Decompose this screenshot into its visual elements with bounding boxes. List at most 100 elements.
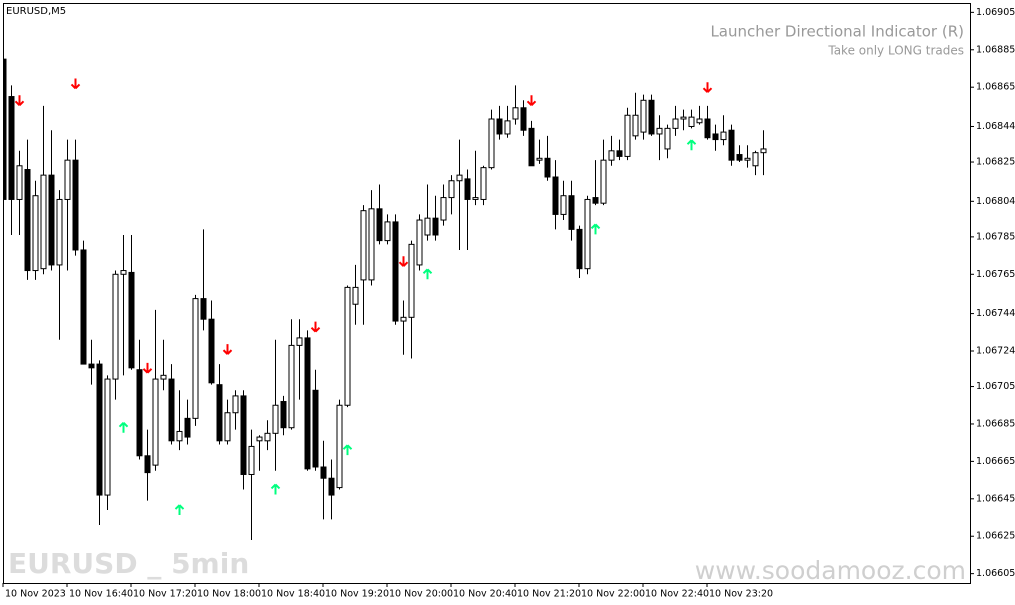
candle-body [192,298,199,419]
candle-body [416,219,423,266]
candle-body [272,404,279,434]
candle-body [296,337,303,346]
indicator-title: Launcher Directional Indicator (R) [710,23,964,41]
candle-body [520,107,527,131]
watermark-left: EURUSD _ 5min [8,547,249,580]
buy-arrow [686,139,697,151]
candle-body [48,174,55,266]
candle-body [608,150,615,161]
candle-body [672,118,679,129]
candle-body [584,198,591,270]
x-tick-label: 10 Nov 20:40 [453,589,517,600]
candle-body [160,374,167,380]
x-tick-label: 10 Nov 23:20 [709,589,773,600]
candle-body [704,118,711,139]
candle-body [176,430,183,442]
candle-body [96,363,103,496]
candle-body [256,436,263,442]
candle-body [488,118,495,169]
candle-body [64,159,71,200]
x-tick-label: 10 Nov 16:40 [69,589,133,600]
sell-arrow [70,78,81,90]
candle-body [528,127,535,167]
buy-arrow [270,483,281,495]
candle-body [336,404,343,489]
candle-body [128,271,135,369]
sell-arrow [222,344,233,355]
y-tick-label: 1.06625 [976,531,1015,542]
candle-body [624,114,631,157]
candle-body [728,129,735,161]
y-tick-label: 1.06865 [976,82,1015,93]
candle-body [144,455,151,474]
plot-area [4,58,767,540]
candle-body [736,154,743,161]
candle-body [560,195,567,215]
candle-body [104,378,111,496]
candle-body [568,195,575,230]
y-tick-label: 1.06724 [976,346,1015,357]
candle-body [648,99,655,135]
y-tick-label: 1.06825 [976,157,1015,168]
symbol-label: EURUSD,M5 [6,6,66,17]
y-tick-label: 1.06744 [976,308,1015,319]
indicator-subtitle: Take only LONG trades [827,44,964,58]
x-tick-label: 10 Nov 22:00 [581,589,645,600]
candle-body [464,178,471,200]
candle-body [288,344,295,429]
candle-body [120,270,127,275]
y-tick-label: 1.06605 [976,568,1015,579]
x-tick-label: 10 Nov 19:20 [325,589,389,600]
candle-body [472,197,479,200]
x-tick-label: 10 Nov 22:40 [645,589,709,600]
y-tick-label: 1.06905 [976,7,1015,18]
buy-arrow [422,268,433,280]
candle-body [368,208,375,281]
candle-body [688,116,695,127]
candle-body [448,180,455,199]
candle-body [600,159,607,204]
candle-body [680,116,687,120]
candle-body [640,99,647,133]
candle-body [440,197,447,221]
candle-body [16,165,23,200]
y-tick-label: 1.06705 [976,381,1015,392]
candle-body [592,197,599,204]
candle-body [616,150,623,157]
candle-body [200,298,207,320]
candle-body [760,148,767,154]
candle-body [744,157,751,161]
sell-arrow [526,95,537,106]
x-tick-label: 10 Nov 20:00 [389,589,453,600]
sell-arrow [398,256,409,267]
candle-body [480,167,487,200]
y-tick-label: 1.06785 [976,231,1015,242]
x-tick-label: 10 Nov 2023 [5,589,66,600]
candle-body [424,217,431,236]
candle-body [752,152,759,167]
candle-body [40,174,47,270]
candle-body [632,114,639,137]
candle-body [544,157,551,178]
y-tick-label: 1.06685 [976,418,1015,429]
candle-body [328,477,335,496]
candle-body [56,198,63,266]
candle-body [80,249,87,365]
candle-body [360,210,367,281]
candle-body [536,157,543,161]
candle-body [408,243,415,318]
buy-arrow [174,504,185,516]
candle-body [352,286,359,305]
y-tick-label: 1.06844 [976,121,1015,132]
plot-frame [3,3,971,584]
candle-body [512,107,519,120]
candle-body [696,118,703,124]
y-tick-label: 1.06804 [976,196,1015,207]
watermark-right: www.soodamooz.com [695,556,966,585]
buy-arrow [342,444,353,456]
sell-arrow [310,321,321,333]
sell-arrow [702,82,713,93]
candle-body [136,369,143,457]
candle-body [384,221,391,242]
candle-body [312,389,319,468]
